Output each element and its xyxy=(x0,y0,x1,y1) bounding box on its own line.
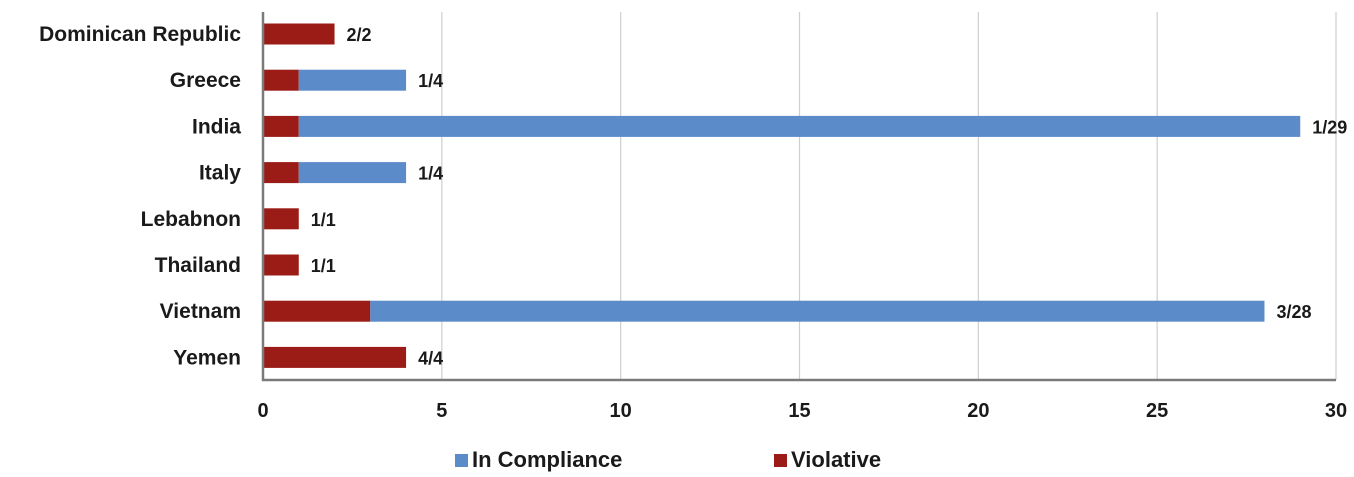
axes xyxy=(261,12,1336,382)
category-label: Lebabnon xyxy=(141,208,241,231)
data-label: 1/4 xyxy=(418,71,443,91)
data-label: 1/29 xyxy=(1312,117,1347,137)
category-label: Greece xyxy=(170,69,241,92)
legend-label: In Compliance xyxy=(472,447,622,472)
category-label: Thailand xyxy=(155,254,241,277)
category-label: Italy xyxy=(199,162,241,185)
legend-swatch xyxy=(455,454,468,467)
bar-in-compliance xyxy=(298,115,1301,137)
legend-label: Violative xyxy=(791,447,881,472)
data-label: 1/4 xyxy=(418,164,443,184)
x-tick-label: 0 xyxy=(257,400,268,422)
legend-swatch xyxy=(774,454,787,467)
bar-violative xyxy=(263,115,299,137)
bar-violative xyxy=(263,346,407,368)
grid-lines xyxy=(441,12,1337,380)
data-label: 4/4 xyxy=(418,348,443,368)
bar-violative xyxy=(263,300,371,322)
bars xyxy=(263,23,1301,368)
category-label: Vietnam xyxy=(160,300,241,323)
data-label: 3/28 xyxy=(1276,302,1311,322)
labels: Dominican Republic 2/2 Greece 1/4 India 1/29 I… xyxy=(39,23,1347,422)
x-tick-label: 5 xyxy=(436,400,447,422)
bar-violative xyxy=(263,254,299,276)
category-label: India xyxy=(192,115,241,138)
bar-violative xyxy=(263,208,299,230)
legend: In Compliance Violative xyxy=(455,447,881,472)
bar-in-compliance xyxy=(298,162,407,184)
data-label: 2/2 xyxy=(347,25,372,45)
bar-in-compliance xyxy=(298,69,407,91)
data-label: 1/1 xyxy=(311,210,336,230)
x-tick-label: 20 xyxy=(967,400,989,422)
x-tick-label: 30 xyxy=(1325,400,1347,422)
x-tick-label: 25 xyxy=(1146,400,1168,422)
bar-violative xyxy=(263,23,335,45)
category-label: Yemen xyxy=(173,346,241,369)
category-label: Dominican Republic xyxy=(39,23,241,46)
bar-in-compliance xyxy=(370,300,1265,322)
x-tick-label: 10 xyxy=(610,400,632,422)
bar-violative xyxy=(263,162,299,184)
bar-violative xyxy=(263,69,299,91)
x-tick-label: 15 xyxy=(788,400,810,422)
data-label: 1/1 xyxy=(311,256,336,276)
